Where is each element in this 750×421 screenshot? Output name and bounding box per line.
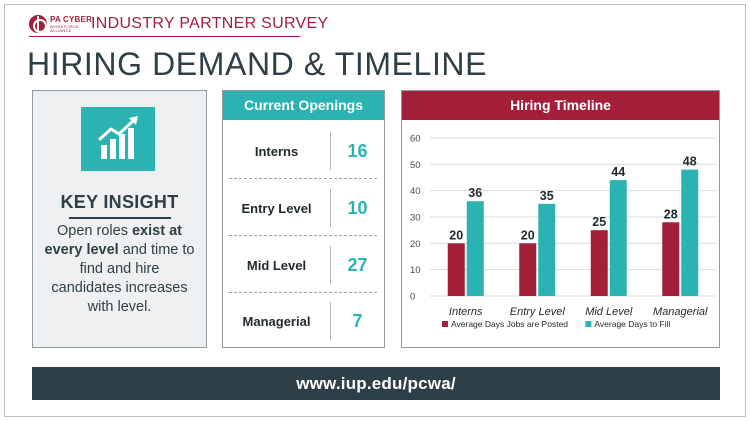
y-tick-label: 0 bbox=[410, 292, 415, 303]
legend-swatch bbox=[585, 321, 592, 327]
insight-text-emphasis: exist at every level bbox=[44, 223, 182, 258]
insight-text-rest: and time to find and hire candidates inc… bbox=[51, 242, 195, 315]
openings-row-label: Entry Level bbox=[241, 200, 312, 216]
openings-row-count: 10 bbox=[347, 197, 368, 218]
logo-line-2: WORKFORCE bbox=[50, 23, 80, 29]
openings-row-count: 16 bbox=[347, 140, 368, 161]
y-tick-label: 20 bbox=[410, 239, 421, 250]
bar-days-posted bbox=[662, 222, 680, 296]
key-insight-card: KEY INSIGHT Open roles exist at every le… bbox=[32, 90, 207, 348]
x-tick-label: Entry Level bbox=[510, 306, 566, 318]
x-tick-label: Mid Level bbox=[585, 306, 633, 318]
openings-divider bbox=[229, 178, 377, 179]
logo-emblem-icon bbox=[29, 15, 47, 33]
openings-row-separator bbox=[330, 189, 331, 227]
data-label: 48 bbox=[683, 155, 697, 169]
openings-row-separator bbox=[330, 302, 331, 340]
key-insight-underline bbox=[69, 217, 171, 219]
data-label: 25 bbox=[592, 215, 606, 229]
footer-url-bar[interactable]: www.iup.edu/pcwa/ bbox=[32, 367, 720, 400]
bar-days-to-fill bbox=[538, 203, 556, 296]
openings-row-interns: Interns 16 bbox=[223, 123, 384, 179]
data-label: 20 bbox=[521, 228, 535, 242]
openings-row-mid-level: Mid Level 27 bbox=[223, 237, 384, 293]
data-label: 28 bbox=[664, 207, 678, 221]
bar-days-to-fill bbox=[681, 169, 699, 296]
bar-days-posted bbox=[590, 230, 608, 296]
logo-line-1: PA CYBER bbox=[50, 14, 93, 24]
openings-row-label: Managerial bbox=[242, 313, 311, 329]
legend-label: Average Days to Fill bbox=[594, 319, 670, 329]
openings-row-separator bbox=[330, 132, 331, 170]
survey-title: INDUSTRY PARTNER SURVEY bbox=[91, 15, 329, 32]
x-tick-label: Managerial bbox=[653, 306, 708, 318]
data-label: 20 bbox=[449, 228, 463, 242]
x-tick-label: Interns bbox=[449, 306, 483, 318]
hiring-timeline-title: Hiring Timeline bbox=[402, 91, 719, 120]
pa-cyber-logo: PA CYBER WORKFORCE ALLIANCE bbox=[29, 15, 92, 33]
bar-days-posted bbox=[447, 243, 465, 296]
y-tick-label: 60 bbox=[410, 134, 421, 145]
bar-days-posted bbox=[519, 243, 537, 296]
y-tick-label: 50 bbox=[410, 160, 421, 171]
bar-days-to-fill bbox=[466, 201, 484, 296]
openings-row-managerial: Managerial 7 bbox=[223, 293, 384, 349]
y-tick-label: 40 bbox=[410, 186, 421, 197]
openings-divider bbox=[229, 235, 377, 236]
logo-text: PA CYBER WORKFORCE ALLIANCE bbox=[50, 14, 93, 33]
data-label: 44 bbox=[611, 165, 625, 179]
data-label: 35 bbox=[540, 189, 554, 203]
openings-row-label: Interns bbox=[254, 143, 299, 159]
data-label: 36 bbox=[468, 186, 482, 200]
header-divider bbox=[29, 36, 300, 37]
openings-row-count: 7 bbox=[352, 310, 363, 331]
hiring-timeline-panel: Hiring Timeline 0 10 20 30 40 50 60 20 36 Interns… bbox=[401, 90, 720, 348]
slide-frame bbox=[4, 4, 746, 417]
openings-row-label: Mid Level bbox=[246, 257, 307, 273]
logo-line-3: ALLIANCE bbox=[50, 27, 72, 33]
openings-divider bbox=[229, 292, 377, 293]
y-tick-label: 30 bbox=[410, 213, 421, 224]
chart-trend-up-icon bbox=[81, 107, 155, 171]
y-tick-label: 10 bbox=[410, 265, 421, 276]
legend-label: Average Days Jobs are Posted bbox=[451, 319, 568, 329]
current-openings-table: Current Openings Interns 16 Entry Level … bbox=[222, 90, 385, 348]
key-insight-heading: KEY INSIGHT bbox=[60, 192, 179, 212]
current-openings-title: Current Openings bbox=[223, 91, 384, 120]
legend-swatch bbox=[442, 321, 448, 327]
key-insight-text: Open roles exist at every level and time… bbox=[43, 222, 196, 317]
bar-days-to-fill bbox=[609, 180, 627, 296]
page-title: HIRING DEMAND & TIMELINE bbox=[27, 46, 488, 82]
openings-row-entry-level: Entry Level 10 bbox=[223, 180, 384, 236]
openings-row-count: 27 bbox=[347, 254, 368, 275]
insight-text-lead: Open roles bbox=[57, 223, 132, 239]
hiring-timeline-chart: 0 10 20 30 40 50 60 20 36 Interns 20 35 Entry Level 2… bbox=[410, 134, 716, 329]
openings-row-separator bbox=[330, 246, 331, 284]
